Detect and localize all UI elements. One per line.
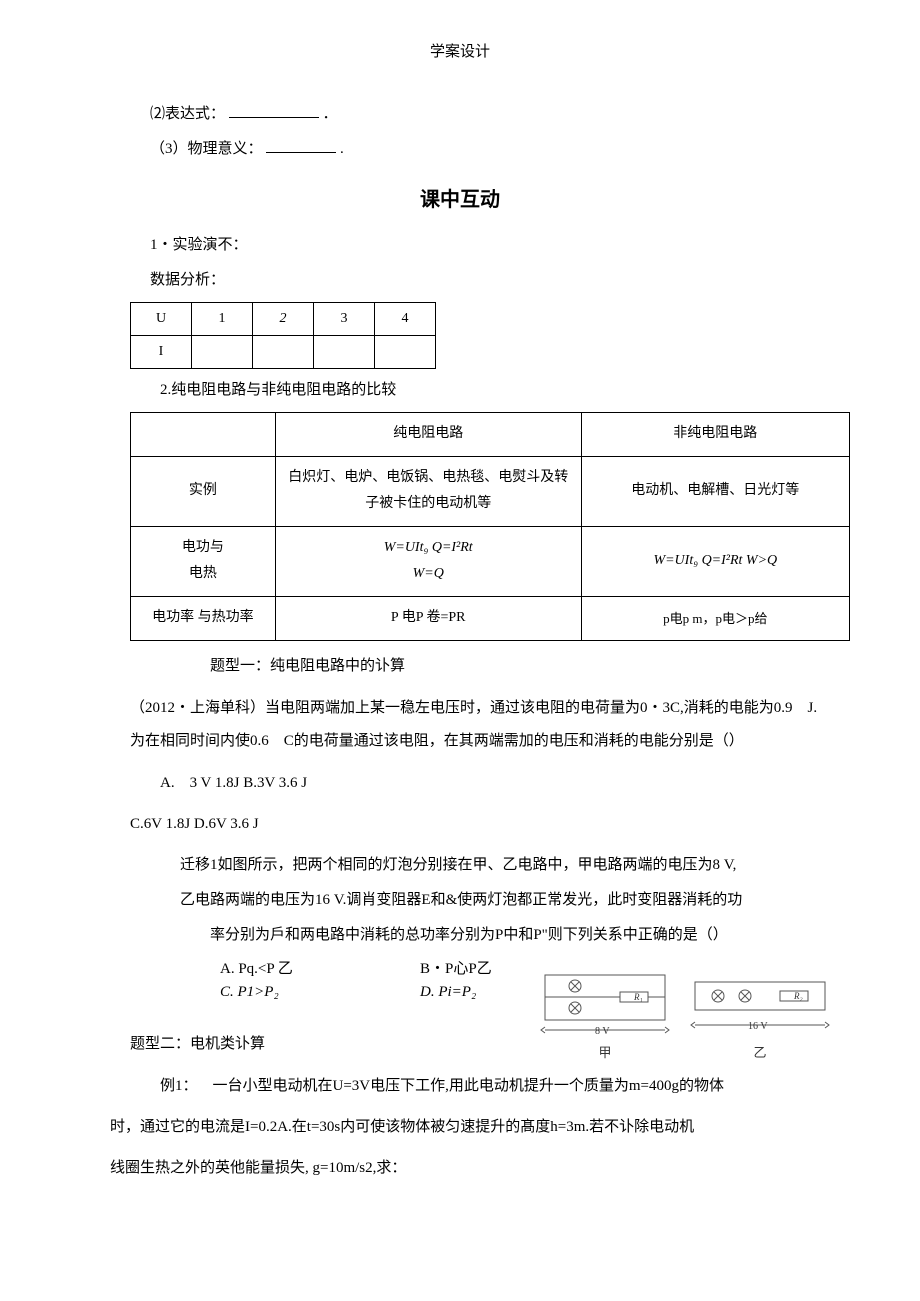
cell: 纯电阻电路 <box>275 413 581 457</box>
section-title: 课中互动 <box>100 183 820 212</box>
blank-expression <box>229 102 319 118</box>
text: B・P心P乙 <box>420 961 492 977</box>
experiment-title: 1・实验演不： <box>150 232 820 259</box>
page-header: 学案设计 <box>100 40 820 61</box>
cell-u: U <box>131 303 192 336</box>
cell: 3 <box>314 303 375 336</box>
cell: 电动机、电解槽、日光灯等 <box>581 456 849 526</box>
type2-l3: 线圈生热之外的英他能量损失, g=10m/s2,求： <box>110 1152 820 1185</box>
cell: W=UIt₉ Q=I²Rt W=Q <box>275 526 581 596</box>
cell: P 电P 卷=PR <box>275 596 581 640</box>
table-row: 纯电阻电路 非纯电阻电路 <box>131 413 850 457</box>
formula: W=UIt₉ Q=I²Rt W>Q <box>653 553 777 568</box>
voltage-8v: 8 V <box>595 1026 610 1037</box>
text: 电功与 <box>182 540 224 555</box>
r2-label: R₂ <box>793 991 803 1001</box>
type2-l2: 时，通过它的电流是I=0.2A.在t=30s内可使该物体被匀速提升的髙度h=3m… <box>110 1111 820 1144</box>
circuit-left-svg: R₁ 8 V <box>540 970 670 1040</box>
type2-l1: 例1： 一台小型电动机在U=3V电压下工作,用此电动机提升一个质量为m=400g… <box>160 1070 820 1103</box>
cell: p电p m，p电＞p给 <box>581 596 849 640</box>
cell <box>192 336 253 369</box>
circuit-left: R₁ 8 V 甲 <box>540 970 670 1061</box>
cell: 白炽灯、电炉、电饭锅、电热毯、电熨斗及转子被卡住的电动机等 <box>275 456 581 526</box>
option-c: C.6V 1.8J D.6V 3.6 J <box>130 811 820 838</box>
dot: ． <box>323 106 338 122</box>
circuit-left-label: 甲 <box>540 1042 670 1061</box>
data-table: U 1 2 3 4 I <box>130 302 436 369</box>
cell <box>375 336 436 369</box>
circuit-right-label: 乙 <box>690 1042 830 1061</box>
r1-label: R₁ <box>633 992 643 1002</box>
period: . <box>340 141 344 157</box>
cell: 电功与 电热 <box>131 526 276 596</box>
cell: 2 <box>253 303 314 336</box>
text: 电热 <box>189 566 217 581</box>
option-a: A. 3 V 1.8J B.3V 3.6 J <box>160 770 820 797</box>
formula: p电p m，p电＞p给 <box>663 611 767 626</box>
formula: W=UIt₉ Q=I²Rt <box>384 540 473 555</box>
comparison-table: 纯电阻电路 非纯电阻电路 实例 白炽灯、电炉、电饭锅、电热毯、电熨斗及转子被卡住… <box>130 412 850 641</box>
cell-i: I <box>131 336 192 369</box>
table-row: I <box>131 336 436 369</box>
circuit-right-svg: R₂ 16 V <box>690 970 830 1040</box>
voltage-16v: 16 V <box>748 1021 768 1032</box>
cell: 1 <box>192 303 253 336</box>
text: C. P1>P₂ <box>220 984 279 1000</box>
circuit-right: R₂ 16 V 乙 <box>690 970 830 1061</box>
item3-label: （3）物理意义： <box>150 141 263 157</box>
shift1-l1: 迁移1如图所示，把两个相同的灯泡分别接在甲、乙电路中，甲电路两端的电压为8 V, <box>180 852 820 879</box>
table-row: 电功与 电热 W=UIt₉ Q=I²Rt W=Q W=UIt₉ Q=I²Rt W… <box>131 526 850 596</box>
cell: 4 <box>375 303 436 336</box>
option-a2: A. Pq.<P 乙 <box>220 957 420 978</box>
cell <box>131 413 276 457</box>
table-row: 实例 白炽灯、电炉、电饭锅、电热毯、电熨斗及转子被卡住的电动机等 电动机、电解槽… <box>131 456 850 526</box>
circuit-diagrams: R₁ 8 V 甲 R₂ 16 V 乙 <box>540 970 830 1061</box>
shift1-l2: 乙电路两端的电压为16 V.调肖变阻器E和&使两灯泡都正常发光，此时变阻器消耗的… <box>180 887 820 914</box>
cell: W=UIt₉ Q=I²Rt W>Q <box>581 526 849 596</box>
blank-meaning <box>266 137 336 153</box>
type1-question: （2012・上海单科）当电阻两端加上某一稳左电压时，通过该电阻的电荷量为0・3C… <box>130 692 820 758</box>
formula: W=Q <box>413 566 444 581</box>
expression-line: ⑵表达式： ． <box>150 101 820 128</box>
meaning-line: （3）物理意义： . <box>150 136 820 163</box>
table-row: U 1 2 3 4 <box>131 303 436 336</box>
data-analysis-label: 数据分析： <box>150 267 820 294</box>
cell <box>253 336 314 369</box>
table-row: 电功率 与热功率 P 电P 卷=PR p电p m，p电＞p给 <box>131 596 850 640</box>
item2-label: ⑵表达式： <box>150 106 225 122</box>
shift1-l3: 率分别为戶和两电路中消耗的总功率分别为P中和P"则下列关系中正确的是（） <box>210 922 820 949</box>
comparison-title: 2.纯电阻电路与非纯电阻电路的比较 <box>160 377 820 404</box>
cell <box>314 336 375 369</box>
cell: 电功率 与热功率 <box>131 596 276 640</box>
cell: 非纯电阻电路 <box>581 413 849 457</box>
option-c2: C. P1>P₂ <box>220 984 420 1001</box>
cell: 实例 <box>131 456 276 526</box>
formula: P 电P 卷=PR <box>391 610 466 625</box>
text: D. Pi=P₂ <box>420 984 476 1000</box>
type1-title: 题型一：纯电阻电路中的讣算 <box>210 653 820 680</box>
